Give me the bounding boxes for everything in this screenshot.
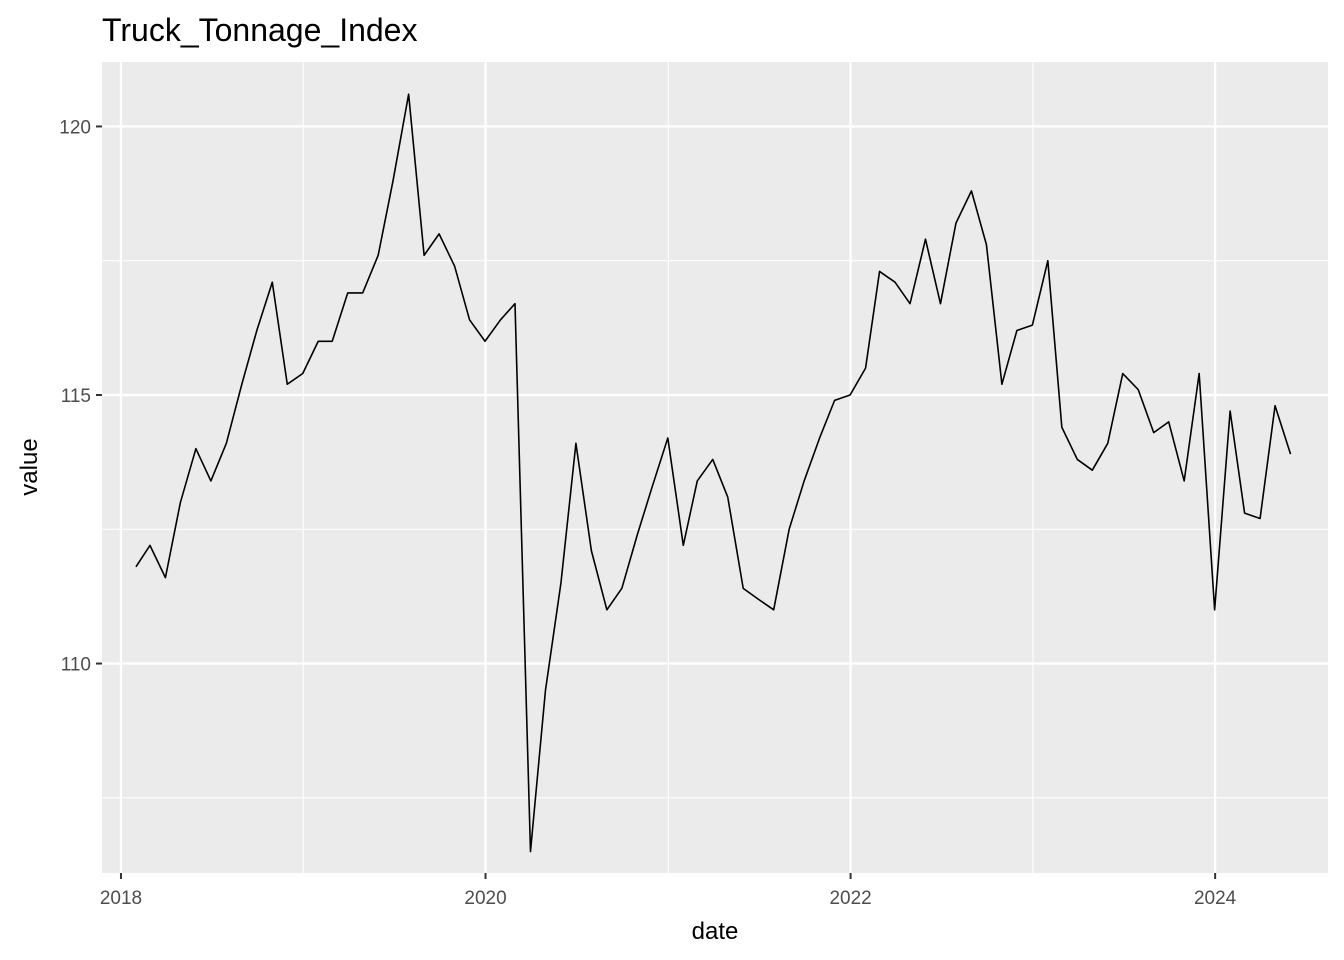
y-tick-label: 110 xyxy=(61,655,91,676)
y-tick-label: 115 xyxy=(61,386,91,407)
y-axis: 110 115 120 xyxy=(59,117,102,676)
y-tick-label: 120 xyxy=(59,117,91,138)
x-tick-label: 2024 xyxy=(1194,888,1237,909)
series-line xyxy=(135,93,1292,853)
major-gridlines xyxy=(102,62,1328,873)
x-tick-label: 2020 xyxy=(464,888,506,909)
x-axis-title: date xyxy=(692,918,739,945)
y-axis-title: value xyxy=(16,438,43,495)
minor-gridlines xyxy=(102,62,1328,873)
x-axis: 2018 2020 2022 2024 xyxy=(100,873,1237,909)
x-tick-label: 2018 xyxy=(100,888,142,909)
x-tick-label: 2022 xyxy=(829,888,871,909)
plot-panel xyxy=(102,62,1328,873)
chart-title: Truck_Tonnage_Index xyxy=(102,12,417,48)
